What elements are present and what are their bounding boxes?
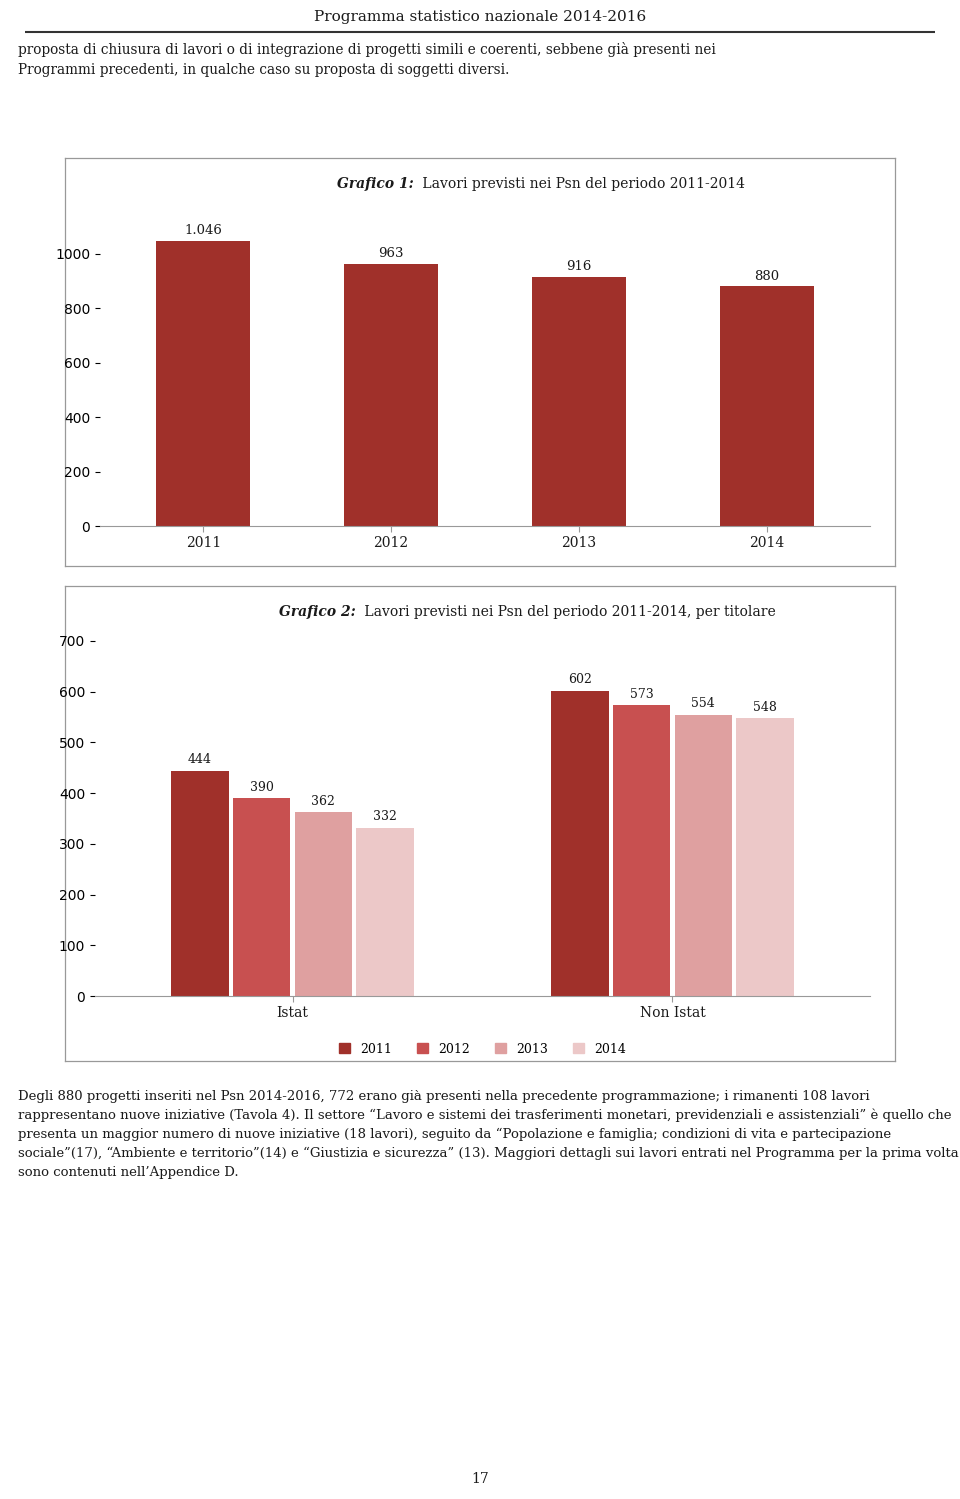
Bar xyxy=(720,286,814,526)
Text: 602: 602 xyxy=(568,673,591,687)
Bar xyxy=(156,241,251,526)
Text: Grafico 1:: Grafico 1: xyxy=(337,177,414,190)
Bar xyxy=(532,277,626,526)
Bar xyxy=(344,264,438,526)
Bar xyxy=(612,706,670,995)
Text: Lavori previsti nei Psn del periodo 2011-2014: Lavori previsti nei Psn del periodo 2011… xyxy=(418,177,745,190)
Text: 963: 963 xyxy=(378,247,404,261)
Text: 444: 444 xyxy=(188,754,212,766)
Bar xyxy=(356,827,414,995)
Text: 390: 390 xyxy=(250,781,274,793)
Text: 362: 362 xyxy=(311,794,335,808)
Text: Grafico 2:: Grafico 2: xyxy=(278,606,355,619)
Text: Programma statistico nazionale 2014-2016: Programma statistico nazionale 2014-2016 xyxy=(314,10,646,24)
Text: 880: 880 xyxy=(755,270,780,283)
Text: 573: 573 xyxy=(630,688,654,702)
Bar xyxy=(171,770,228,995)
Bar xyxy=(551,691,609,995)
Text: 916: 916 xyxy=(566,259,591,273)
Bar xyxy=(233,797,290,995)
Text: proposta di chiusura di lavori o di integrazione di progetti simili e coerenti, : proposta di chiusura di lavori o di inte… xyxy=(18,42,716,76)
Legend: 2011, 2012, 2013, 2014: 2011, 2012, 2013, 2014 xyxy=(334,1037,631,1061)
Bar xyxy=(675,715,732,995)
Text: 554: 554 xyxy=(691,697,715,711)
Text: 17: 17 xyxy=(471,1472,489,1486)
Text: 332: 332 xyxy=(373,809,397,823)
Text: Lavori previsti nei Psn del periodo 2011-2014, per titolare: Lavori previsti nei Psn del periodo 2011… xyxy=(360,606,776,619)
Bar xyxy=(295,812,352,995)
Text: 548: 548 xyxy=(753,700,777,714)
Text: Degli 880 progetti inseriti nel Psn 2014-2016, 772 erano già presenti nella prec: Degli 880 progetti inseriti nel Psn 2014… xyxy=(18,1090,959,1178)
Text: 1.046: 1.046 xyxy=(184,225,222,237)
Bar xyxy=(736,718,794,995)
